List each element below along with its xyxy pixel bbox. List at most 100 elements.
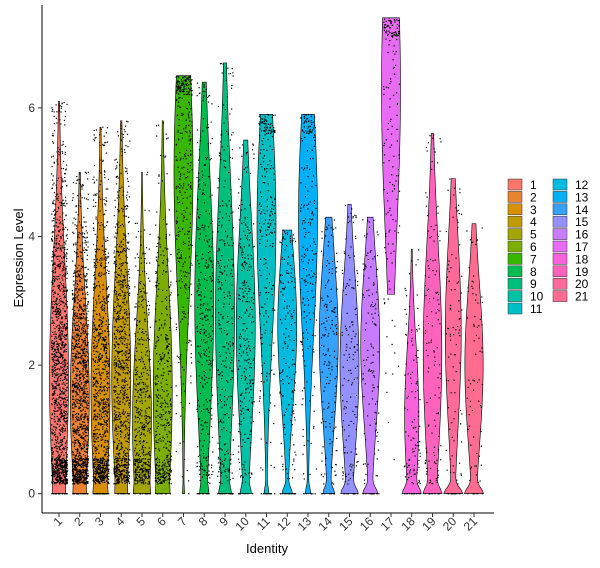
x-tick-label: 9	[216, 514, 231, 529]
legend-swatch	[552, 277, 568, 290]
legend-item-19: 19	[552, 265, 589, 279]
violin-10	[235, 139, 256, 495]
jitter-points-17	[383, 17, 401, 461]
jitter-points-5	[134, 171, 152, 495]
legend-label: 16	[575, 228, 589, 242]
legend-item-10: 10	[507, 290, 544, 304]
x-tick-label: 3	[92, 514, 107, 529]
jitter-points-8	[196, 82, 214, 495]
violin-13	[298, 113, 318, 495]
x-tick-label: 15	[336, 514, 356, 534]
legend-swatch	[507, 265, 523, 278]
x-tick-label: 7	[175, 514, 190, 529]
violin-5	[132, 171, 152, 495]
jitter-points-3	[92, 126, 110, 495]
x-axis: 1 2 3 4 5 6 7 8 9 10 11 12 13 14 15 16 17 18 19 20 21	[42, 512, 494, 534]
y-tick-label: 2	[28, 358, 35, 372]
y-axis-title: Expression Level	[11, 208, 26, 307]
legend-label: 11	[530, 302, 543, 316]
legend-item-13: 13	[552, 190, 589, 204]
jitter-points-21	[466, 227, 483, 495]
legend-swatch	[507, 215, 523, 228]
legend-swatch	[507, 178, 523, 191]
violin-body-14	[318, 216, 339, 495]
legend-swatch	[552, 240, 568, 253]
legend-label: 5	[530, 228, 537, 242]
x-tick-label: 12	[274, 514, 294, 534]
violin-body-13	[298, 114, 318, 495]
y-tick-label: 4	[28, 229, 35, 243]
x-axis-title: Identity	[246, 541, 288, 556]
legend-swatch	[552, 178, 568, 191]
legend-label: 15	[575, 215, 589, 229]
legend-label: 8	[530, 265, 537, 279]
x-tick-label: 20	[440, 514, 460, 534]
y-tick-label: 6	[28, 101, 35, 115]
violin-3	[90, 126, 111, 495]
legend-item-18: 18	[552, 252, 589, 266]
violin-body-19	[422, 133, 443, 495]
violin-15	[339, 204, 360, 495]
legend-label: 19	[575, 265, 589, 279]
legend-swatch	[507, 240, 523, 253]
violin-18	[401, 249, 422, 495]
x-tick-label: 4	[113, 514, 128, 529]
jitter-points-2	[71, 171, 89, 495]
legend-item-3: 3	[507, 203, 537, 217]
violin-body-16	[360, 216, 381, 495]
x-tick-label: 1	[50, 514, 65, 529]
jitter-points-18	[403, 249, 421, 495]
legend-swatch	[552, 215, 568, 228]
legend-label: 13	[575, 190, 589, 204]
violin-2	[69, 171, 90, 495]
violin-body-12	[277, 229, 298, 495]
legend-swatch	[507, 302, 523, 315]
violin-body-2	[69, 171, 90, 495]
legend-label: 18	[575, 252, 589, 266]
legend-swatch	[552, 290, 568, 302]
violin-19	[422, 133, 443, 495]
x-tick-label: 13	[295, 514, 315, 534]
jitter-points-10	[237, 143, 255, 495]
legend-label: 12	[575, 178, 589, 192]
x-tick-label: 2	[71, 514, 86, 529]
legend-item-1: 1	[507, 178, 537, 192]
y-axis: 0 2 4 6	[28, 5, 43, 513]
legend-swatch	[552, 203, 568, 216]
x-tick-label: 18	[399, 514, 419, 534]
y-tick-label: 0	[28, 487, 35, 501]
violin-body-7	[173, 75, 194, 495]
legend-item-16: 16	[552, 228, 589, 242]
x-tick-label: 5	[133, 514, 148, 529]
x-tick-label: 21	[461, 514, 481, 534]
violin-8	[194, 81, 215, 495]
x-tick-label: 16	[357, 514, 377, 534]
x-tick-label: 8	[196, 514, 211, 529]
legend-label: 2	[530, 190, 537, 204]
x-tick-label: 17	[378, 514, 398, 534]
violin-body-21	[464, 223, 484, 495]
violin-body-15	[339, 204, 360, 495]
violin-7	[173, 75, 194, 495]
x-tick-label: 14	[316, 514, 336, 534]
violin-body-4	[111, 120, 132, 495]
jitter-points-11	[258, 113, 276, 495]
legend-label: 6	[530, 240, 537, 254]
violin-body-11	[256, 114, 277, 495]
violin-4	[111, 120, 132, 495]
legend-item-4: 4	[507, 215, 537, 229]
legend-swatch	[552, 228, 568, 240]
x-tick-label: 11	[254, 514, 273, 533]
legend-swatch	[507, 228, 523, 240]
violin-20	[443, 178, 464, 495]
legend-swatch	[507, 253, 523, 265]
jitter-points-20	[445, 178, 463, 495]
violin-14	[318, 216, 339, 495]
legend-item-12: 12	[552, 178, 589, 192]
x-tick-label: 19	[419, 514, 439, 534]
legend-label: 4	[530, 215, 537, 229]
legend-item-17: 17	[552, 240, 589, 254]
jitter-points-1	[51, 101, 69, 495]
